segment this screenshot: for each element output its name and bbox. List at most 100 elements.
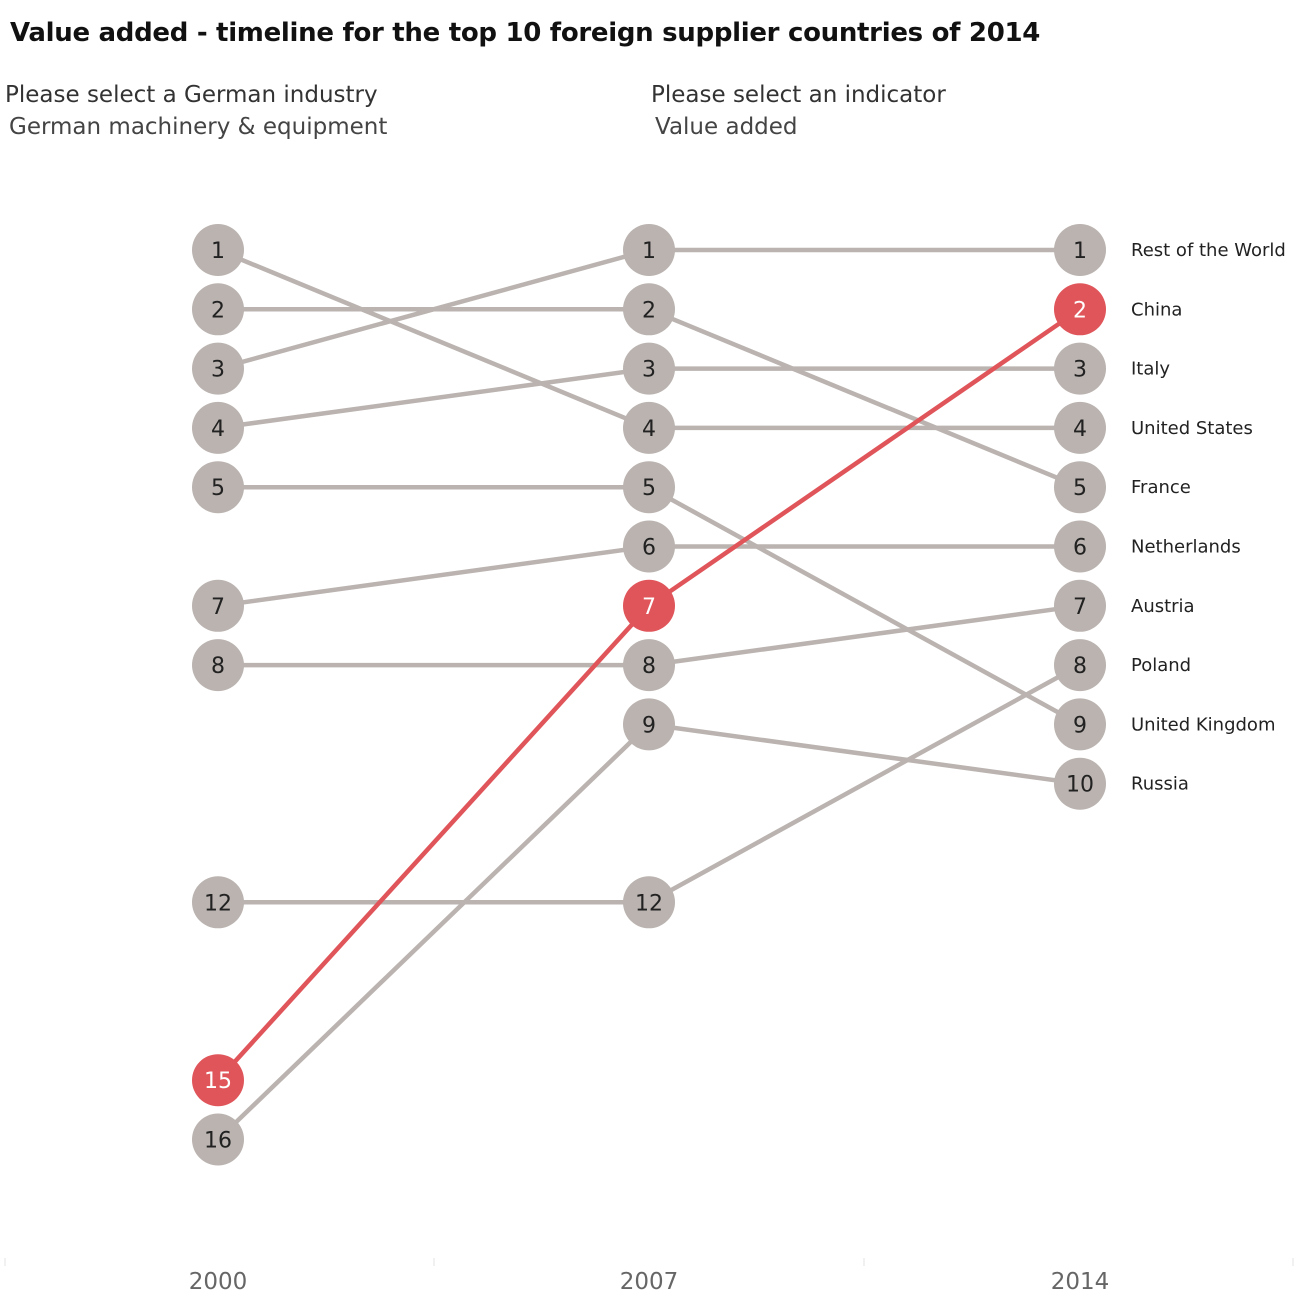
connector-line: [215, 366, 652, 431]
rank-marker[interactable]: [623, 579, 675, 632]
rank-marker[interactable]: [192, 1054, 244, 1107]
rank-node[interactable]: 4: [192, 401, 244, 454]
rank-marker[interactable]: [1054, 639, 1106, 692]
rank-label: 1: [211, 239, 225, 264]
rank-node[interactable]: 1: [1054, 224, 1106, 276]
rank-node[interactable]: 4: [1054, 401, 1106, 454]
rank-marker[interactable]: [1054, 401, 1106, 454]
rank-marker[interactable]: [1054, 520, 1106, 573]
rank-label: 6: [642, 536, 656, 561]
country-label: Italy: [1131, 359, 1170, 380]
connector-line: [215, 247, 652, 371]
year-tick-label: 2007: [620, 1269, 679, 1295]
highlight-connector-line: [215, 603, 652, 1083]
rank-node[interactable]: 12: [623, 876, 675, 929]
rank-node[interactable]: 2: [192, 283, 244, 336]
rank-label: 1: [1073, 239, 1087, 264]
rank-marker[interactable]: [192, 461, 244, 514]
rank-node[interactable]: 4: [623, 401, 675, 454]
indicator-filter-label: Please select an indicator: [651, 82, 946, 108]
rank-marker[interactable]: [1054, 342, 1106, 395]
rank-label: 16: [204, 1129, 232, 1154]
rank-label: 8: [642, 654, 656, 679]
industry-filter[interactable]: Please select a German industry German m…: [5, 82, 387, 140]
rank-label: 4: [642, 417, 656, 442]
rank-node[interactable]: 2: [623, 283, 675, 336]
rank-marker[interactable]: [1054, 283, 1106, 336]
connector-line: [215, 722, 652, 1142]
rank-node[interactable]: 1: [623, 224, 675, 276]
rank-label: 3: [1073, 358, 1087, 383]
indicator-filter[interactable]: Please select an indicator Value added: [651, 82, 946, 140]
rank-label: 3: [211, 358, 225, 383]
rank-node[interactable]: 7: [623, 579, 675, 632]
rank-node[interactable]: 3: [623, 342, 675, 395]
rank-node[interactable]: 1: [192, 224, 244, 276]
industry-filter-label: Please select a German industry: [5, 82, 378, 108]
rank-node[interactable]: 3: [192, 342, 244, 395]
country-label: Poland: [1131, 655, 1191, 676]
rank-label: 9: [642, 713, 656, 738]
country-label: China: [1131, 299, 1182, 320]
rank-marker[interactable]: [623, 342, 675, 395]
rank-node[interactable]: 10: [1054, 757, 1106, 810]
rank-node[interactable]: 7: [1054, 579, 1106, 632]
rank-marker[interactable]: [1054, 757, 1106, 810]
rank-node[interactable]: 7: [192, 579, 244, 632]
rank-node[interactable]: 6: [1054, 520, 1106, 573]
connector-line: [646, 484, 1083, 727]
rank-node[interactable]: 3: [1054, 342, 1106, 395]
rank-marker[interactable]: [623, 876, 675, 929]
rank-marker[interactable]: [192, 342, 244, 395]
country-label: Russia: [1131, 774, 1189, 795]
rank-marker[interactable]: [1054, 224, 1106, 276]
rank-marker[interactable]: [1054, 579, 1106, 632]
rank-label: 6: [1073, 536, 1087, 561]
rank-marker[interactable]: [192, 1113, 244, 1166]
rank-marker[interactable]: [192, 579, 244, 632]
rank-label: 15: [204, 1069, 232, 1094]
rank-marker[interactable]: [623, 520, 675, 573]
rank-marker[interactable]: [192, 876, 244, 929]
rank-node[interactable]: 2: [1054, 283, 1106, 336]
rank-node[interactable]: 16: [192, 1113, 244, 1166]
connector-line: [646, 603, 1083, 668]
rank-marker[interactable]: [192, 224, 244, 276]
rank-marker[interactable]: [192, 283, 244, 336]
rank-marker[interactable]: [192, 639, 244, 692]
rank-marker[interactable]: [1054, 461, 1106, 514]
rank-node[interactable]: 5: [192, 461, 244, 514]
rank-node[interactable]: 6: [623, 520, 675, 573]
rank-node[interactable]: 12: [192, 876, 244, 929]
rank-label: 8: [1073, 654, 1087, 679]
highlight-connector-line: [646, 307, 1083, 609]
rank-label: 8: [211, 654, 225, 679]
rank-node[interactable]: 15: [192, 1054, 244, 1107]
rank-node[interactable]: 8: [623, 639, 675, 692]
rank-label: 4: [1073, 417, 1087, 442]
rank-node[interactable]: 8: [1054, 639, 1106, 692]
rank-node[interactable]: 5: [623, 461, 675, 514]
indicator-filter-value[interactable]: Value added: [655, 114, 798, 140]
rank-node[interactable]: 9: [1054, 698, 1106, 751]
rank-label: 7: [642, 595, 656, 620]
rank-node[interactable]: 9: [623, 698, 675, 751]
industry-filter-value[interactable]: German machinery & equipment: [9, 114, 388, 140]
rank-marker[interactable]: [623, 401, 675, 454]
rank-marker[interactable]: [623, 283, 675, 336]
rank-marker[interactable]: [1054, 698, 1106, 751]
rank-label: 2: [1073, 298, 1087, 323]
rank-label: 12: [635, 891, 663, 916]
rank-marker[interactable]: [623, 639, 675, 692]
rank-label: 12: [204, 891, 232, 916]
year-tick-label: 2000: [189, 1269, 248, 1295]
rank-marker[interactable]: [623, 461, 675, 514]
rank-node[interactable]: 5: [1054, 461, 1106, 514]
rank-node[interactable]: 8: [192, 639, 244, 692]
rank-marker[interactable]: [623, 224, 675, 276]
rank-marker[interactable]: [192, 401, 244, 454]
rank-marker[interactable]: [623, 698, 675, 751]
rank-label: 5: [1073, 476, 1087, 501]
rank-label: 5: [211, 476, 225, 501]
